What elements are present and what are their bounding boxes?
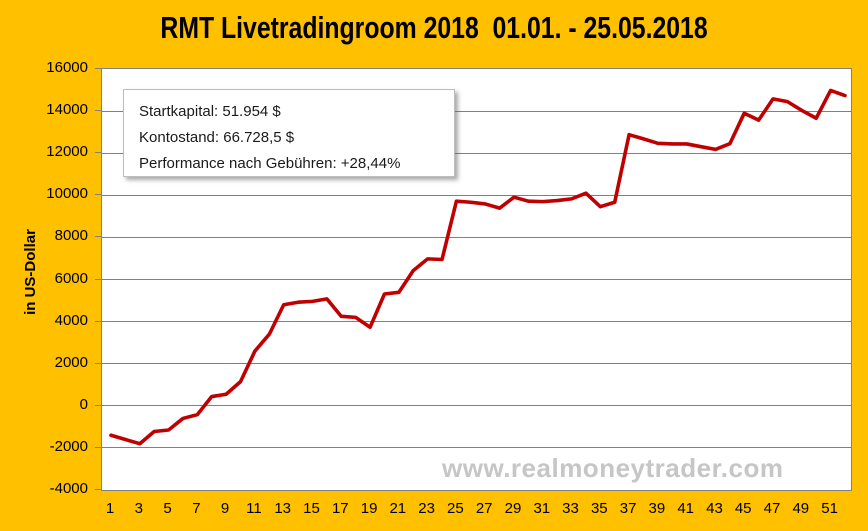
- equity-curve-line: [109, 88, 847, 446]
- performance-line: Performance nach Gebühren: +28,44%: [139, 155, 401, 172]
- y-tick-label: 4000: [54, 311, 88, 329]
- chart-title-text: RMT Livetradingroom 2018 01.01. - 25.05.…: [160, 10, 708, 45]
- gridline: [102, 194, 851, 196]
- x-tick-label: 47: [763, 500, 781, 517]
- gridline: [102, 363, 851, 365]
- x-tick-label: 43: [706, 500, 723, 517]
- x-tick-label: 35: [590, 500, 608, 517]
- y-tick-mark: [95, 362, 101, 364]
- x-tick-label: 13: [274, 500, 292, 517]
- x-tick-label: 49: [792, 500, 810, 517]
- gridline: [102, 110, 851, 112]
- y-tick-label: 12000: [46, 143, 88, 161]
- y-tick-mark: [95, 236, 101, 238]
- x-tick-label: 21: [389, 500, 407, 517]
- y-tick-label: -4000: [49, 480, 88, 497]
- x-tick-label: 7: [192, 500, 201, 517]
- x-tick-label: 45: [734, 500, 752, 517]
- x-tick-label: 39: [648, 500, 666, 517]
- y-tick-mark: [95, 446, 101, 448]
- x-tick-label: 51: [821, 500, 838, 517]
- gridline: [102, 405, 851, 407]
- x-tick-label: 9: [220, 500, 230, 517]
- y-tick-mark: [95, 489, 101, 490]
- y-tick-label: 14000: [46, 101, 88, 119]
- chart-title: RMT Livetradingroom 2018 01.01. - 25.05.…: [0, 6, 868, 50]
- gridline: [102, 152, 851, 154]
- gridline: [102, 321, 851, 323]
- y-tick-mark: [95, 194, 101, 196]
- x-tick-label: 11: [246, 500, 262, 517]
- x-tick-label: 17: [331, 500, 349, 517]
- y-tick-mark: [95, 68, 101, 69]
- x-tick-label: 15: [303, 500, 320, 517]
- x-tick-label: 41: [677, 500, 695, 517]
- y-tick-mark: [95, 110, 101, 112]
- y-tick-label: -2000: [49, 437, 88, 455]
- y-tick-mark: [95, 278, 101, 280]
- y-tick-label: 6000: [54, 269, 88, 287]
- x-tick-label: 25: [447, 500, 464, 517]
- y-tick-label: 16000: [46, 59, 88, 76]
- y-tick-mark: [95, 404, 101, 406]
- y-tick-label: 0: [79, 395, 88, 413]
- startkapital-line: Startkapital: 51.954 $: [139, 103, 281, 120]
- x-tick-label: 23: [418, 500, 435, 517]
- x-tick-label: 29: [504, 500, 522, 517]
- x-tick-label: 33: [562, 500, 579, 517]
- x-tick-label: 31: [533, 500, 551, 517]
- x-tick-label: 3: [134, 500, 143, 517]
- performance-info-box: Startkapital: 51.954 $ Kontostand: 66.72…: [123, 89, 455, 177]
- y-tick-label: 10000: [46, 185, 88, 203]
- gridline: [102, 279, 851, 280]
- y-tick-label: 8000: [54, 227, 88, 245]
- y-tick-mark: [95, 320, 101, 322]
- x-tick-label: 19: [360, 500, 378, 517]
- gridline: [102, 447, 851, 449]
- watermark: www.realmoneytrader.com: [442, 453, 784, 483]
- gridline: [102, 236, 851, 238]
- y-tick-mark: [95, 152, 101, 154]
- x-tick-label: 37: [619, 500, 637, 517]
- kontostand-line: Kontostand: 66.728,5 $: [139, 129, 295, 146]
- x-tick-label: 27: [475, 500, 493, 517]
- equity-curve-polyline: [109, 88, 847, 446]
- x-tick-label: 1: [105, 500, 115, 517]
- x-tick-label: 5: [163, 500, 172, 517]
- y-tick-label: 2000: [54, 353, 88, 371]
